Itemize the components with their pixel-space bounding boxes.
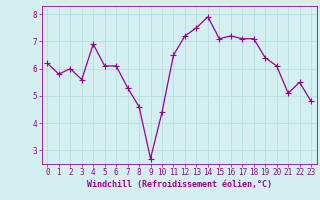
X-axis label: Windchill (Refroidissement éolien,°C): Windchill (Refroidissement éolien,°C) <box>87 180 272 189</box>
